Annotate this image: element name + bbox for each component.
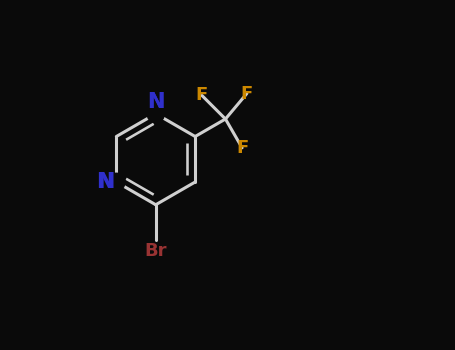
Text: N: N — [96, 172, 114, 192]
Circle shape — [107, 173, 125, 191]
Text: F: F — [196, 86, 208, 105]
Text: N: N — [147, 92, 164, 112]
Text: N: N — [97, 172, 114, 192]
Text: N: N — [147, 92, 164, 112]
Circle shape — [147, 105, 165, 122]
Text: Br: Br — [145, 241, 167, 259]
Text: F: F — [236, 139, 248, 157]
Text: F: F — [241, 85, 253, 103]
